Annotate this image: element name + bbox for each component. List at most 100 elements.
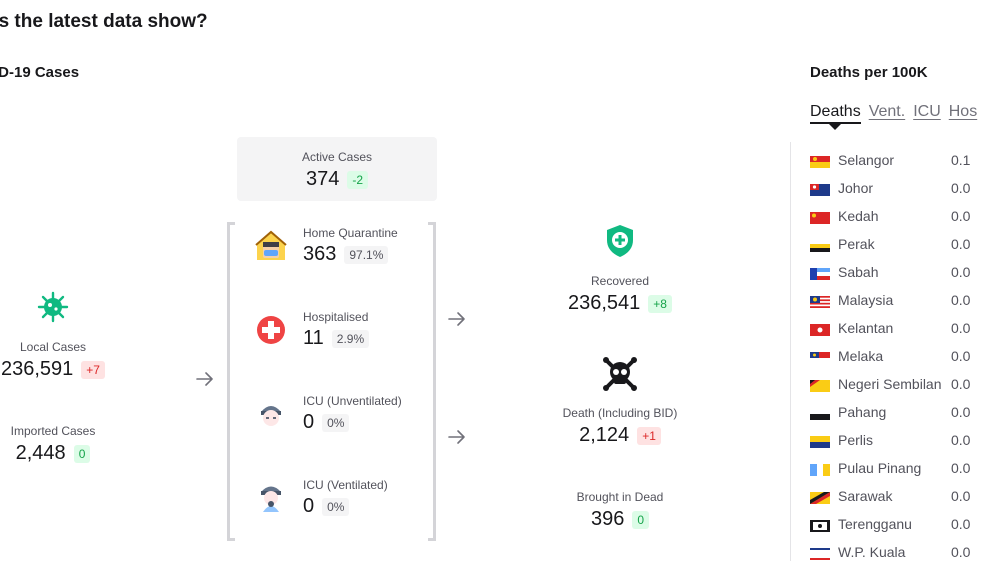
state-value: 0.0: [951, 460, 971, 476]
state-row-perlis[interactable]: Perlis 0.0: [810, 429, 998, 457]
state-value: 0.0: [951, 208, 971, 224]
state-value: 0.0: [951, 236, 971, 252]
hospitalised-value: 11: [303, 327, 324, 349]
sarawak-flag-icon: [810, 492, 830, 504]
brought-in-dead-delta: 0: [632, 510, 650, 529]
state-value: 0.0: [951, 488, 971, 504]
icu-ventilated-item: ICU (Ventilated) 0 0%: [255, 478, 425, 528]
state-row-malaysia[interactable]: Malaysia 0.0: [810, 289, 998, 317]
icu-unventilated-item: ICU (Unventilated) 0 0%: [255, 394, 425, 444]
imported-cases-label: Imported Cases: [10, 424, 96, 438]
local-cases-label: Local Cases: [19, 340, 87, 354]
deaths-panel-title: Deaths per 100K: [810, 64, 928, 81]
johor-flag-icon: [810, 184, 830, 196]
local-cases-value: 236,591: [1, 358, 74, 380]
state-row-pahang[interactable]: Pahang 0.0: [810, 401, 998, 429]
icu-ventilated-value: 0: [303, 495, 315, 517]
state-row-johor[interactable]: Johor 0.0: [810, 177, 998, 205]
tab-icu[interactable]: ICU: [913, 103, 941, 120]
page-title: es the latest data show?: [0, 11, 208, 32]
death-label: Death (Including BID): [562, 406, 678, 420]
state-value: 0.0: [951, 320, 971, 336]
house-mask-icon: [255, 230, 287, 260]
state-name: Kedah: [838, 208, 879, 224]
state-value: 0.0: [951, 516, 971, 532]
hospitalised-pct: 2.9%: [331, 329, 370, 348]
state-name: Pulau Pinang: [838, 460, 922, 476]
state-name: Sabah: [838, 264, 879, 280]
local-cases-delta: +7: [81, 360, 105, 379]
bracket-right: [428, 222, 436, 541]
panel-divider: [790, 142, 791, 561]
state-row-melaka[interactable]: Melaka 0.0: [810, 345, 998, 373]
perak-flag-icon: [810, 240, 830, 252]
state-value: 0.0: [951, 432, 971, 448]
ventilated-patient-icon: [261, 486, 281, 512]
perlis-flag-icon: [810, 436, 830, 448]
state-row-wp-kuala-lumpur[interactable]: W.P. Kuala 0.0: [810, 541, 998, 569]
bracket-left: [227, 222, 235, 541]
recovered-stat: Recovered 236,541 +8: [545, 274, 695, 315]
skull-crossbones-icon: [603, 357, 637, 391]
state-value: 0.0: [951, 348, 971, 364]
pulau-pinang-flag-icon: [810, 464, 830, 476]
virus-icon: [37, 291, 69, 323]
active-cases-card: [237, 137, 437, 201]
state-row-kelantan[interactable]: Kelantan 0.0: [810, 317, 998, 345]
tab-deaths[interactable]: Deaths: [810, 103, 861, 130]
state-value: 0.1: [951, 152, 971, 168]
state-name: Negeri Sembilan: [838, 376, 942, 392]
state-row-selangor[interactable]: Selangor 0.1: [810, 149, 998, 177]
active-cases-label: Active Cases: [301, 150, 373, 164]
recovered-label: Recovered: [590, 274, 650, 288]
state-name: Perak: [838, 236, 875, 252]
melaka-flag-icon: [810, 352, 830, 364]
state-name: Malaysia: [838, 292, 894, 308]
state-name: Terengganu: [838, 516, 912, 532]
brought-in-dead-label: Brought in Dead: [576, 490, 664, 504]
state-row-pulau-pinang[interactable]: Pulau Pinang 0.0: [810, 457, 998, 485]
terengganu-flag-icon: [810, 520, 830, 532]
state-row-sarawak[interactable]: Sarawak 0.0: [810, 485, 998, 513]
metric-tabs: Deaths Vent. ICU Hos: [810, 103, 978, 130]
state-name: Melaka: [838, 348, 884, 364]
active-cases-value: 374: [305, 168, 340, 190]
selangor-flag-icon: [810, 156, 830, 168]
home-quarantine-pct: 97.1%: [344, 245, 389, 264]
home-quarantine-item: Home Quarantine 363 97.1%: [255, 226, 425, 276]
state-value: 0.0: [951, 264, 971, 280]
icu-unventilated-value: 0: [303, 411, 315, 433]
tab-vent[interactable]: Vent.: [868, 103, 906, 120]
state-name: Selangor: [838, 152, 895, 168]
shield-plus-icon: [607, 225, 633, 257]
state-value: 0.0: [951, 404, 971, 420]
imported-cases-stat: Imported Cases 2,448 0: [0, 424, 128, 465]
state-name: Pahang: [838, 404, 887, 420]
state-row-sabah[interactable]: Sabah 0.0: [810, 261, 998, 289]
icu-unventilated-pct: 0%: [322, 413, 350, 432]
kelantan-flag-icon: [810, 324, 830, 336]
state-row-negeri-sembilan[interactable]: Negeri Sembilan 0.0: [810, 373, 998, 401]
arrow-right-icon: [448, 312, 465, 326]
state-row-kedah[interactable]: Kedah 0.0: [810, 205, 998, 233]
recovered-delta: +8: [648, 294, 672, 313]
wp-kuala-lumpur-flag-icon: [810, 548, 830, 560]
icu-ventilated-pct: 0%: [322, 497, 350, 516]
tab-hos[interactable]: Hos: [948, 103, 978, 120]
imported-cases-delta: 0: [73, 444, 91, 463]
state-row-perak[interactable]: Perak 0.0: [810, 233, 998, 261]
state-row-terengganu[interactable]: Terengganu 0.0: [810, 513, 998, 541]
active-cases-delta: -2: [347, 170, 369, 189]
arrow-right-icon: [448, 430, 465, 444]
local-cases-stat: Local Cases 236,591 +7: [0, 340, 128, 381]
kedah-flag-icon: [810, 212, 830, 224]
state-name: Perlis: [838, 432, 874, 448]
home-quarantine-value: 363: [303, 243, 337, 265]
hospitalised-label: Hospitalised: [303, 310, 369, 324]
brought-in-dead-stat: Brought in Dead 396 0: [545, 490, 695, 531]
state-name: Sarawak: [838, 488, 893, 504]
pahang-flag-icon: [810, 408, 830, 420]
brought-in-dead-value: 396: [590, 508, 625, 530]
death-value: 2,124: [579, 424, 630, 446]
hospitalised-item: Hospitalised 11 2.9%: [255, 310, 425, 360]
